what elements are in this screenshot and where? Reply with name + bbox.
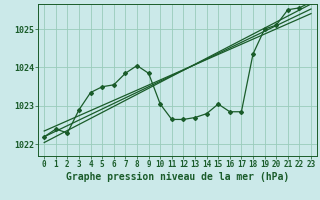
X-axis label: Graphe pression niveau de la mer (hPa): Graphe pression niveau de la mer (hPa) <box>66 172 289 182</box>
